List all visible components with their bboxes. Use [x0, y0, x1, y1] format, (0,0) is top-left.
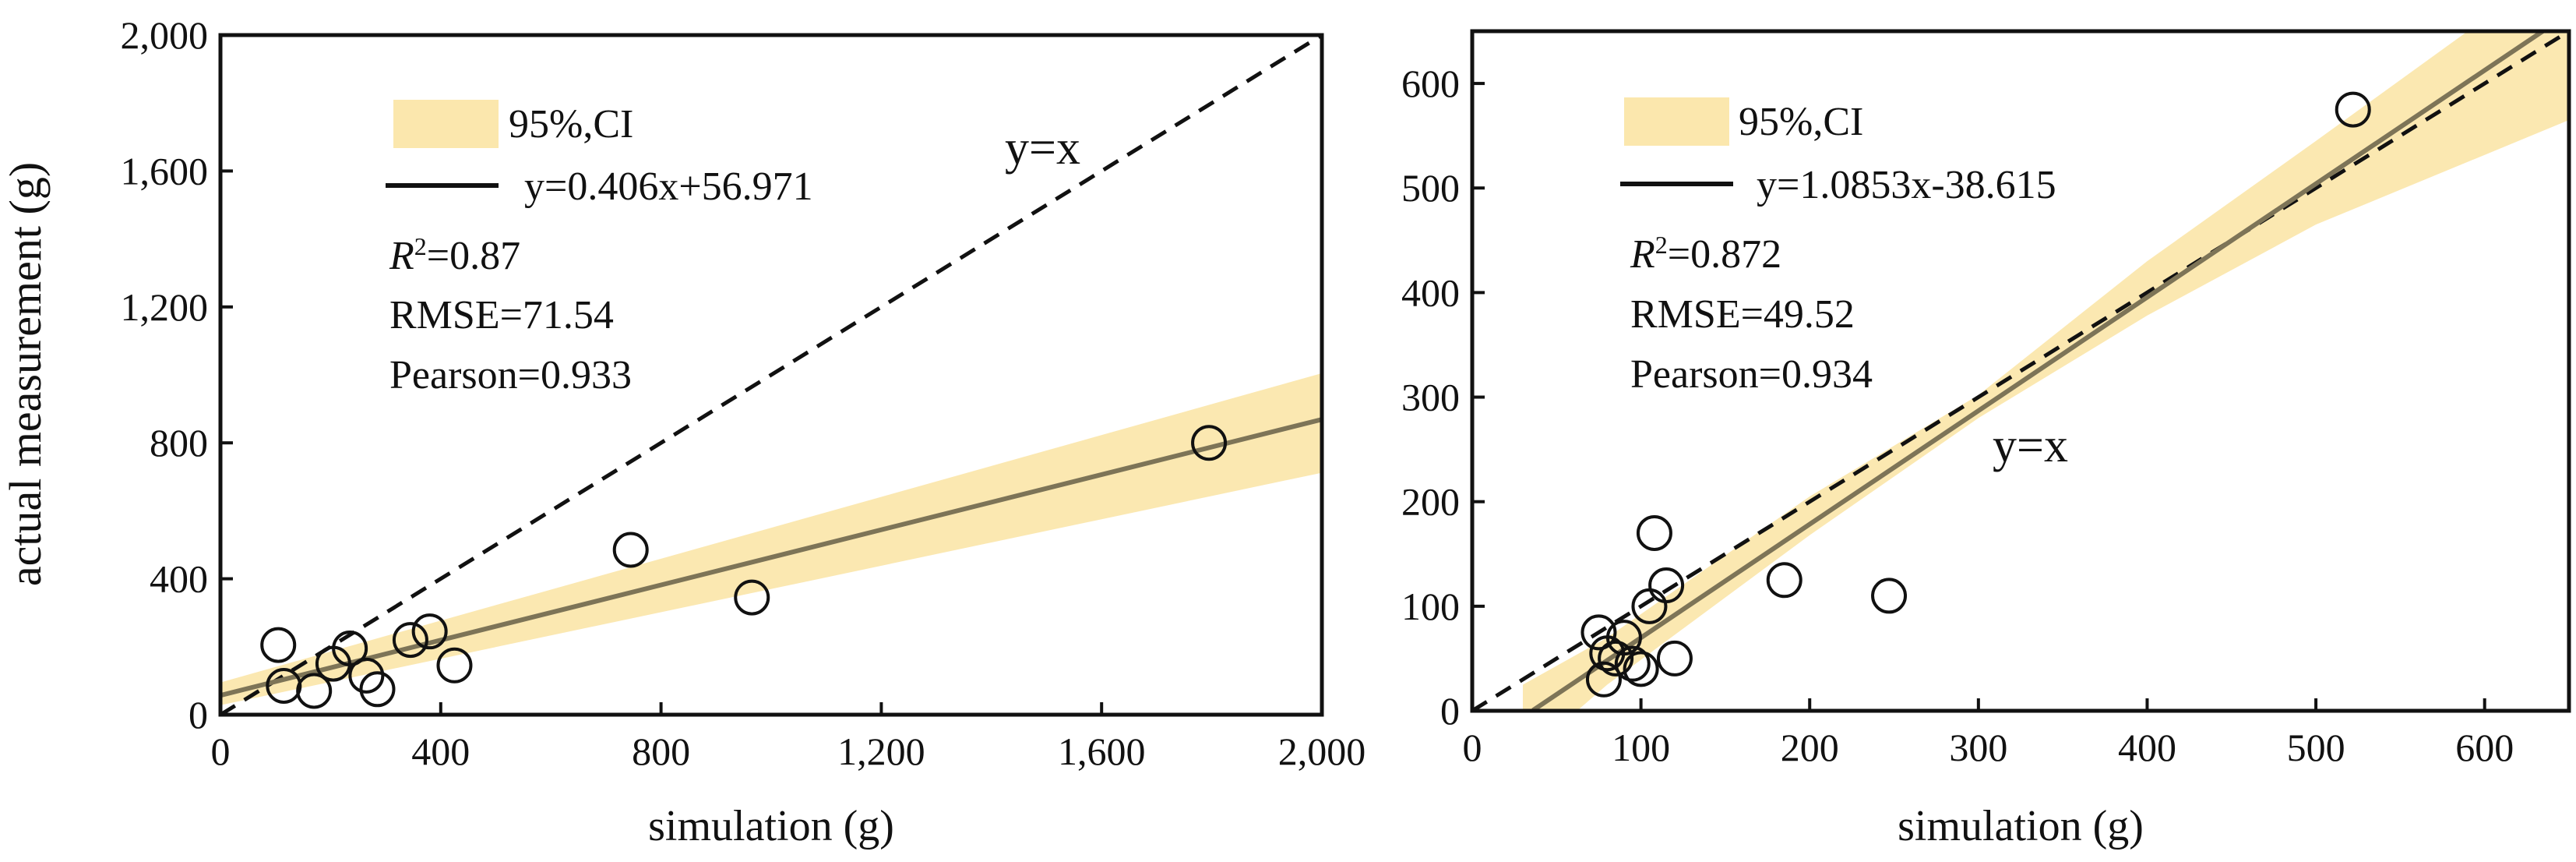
points-layer — [260, 425, 1228, 709]
legend-ci-label: 95%,CI — [1739, 100, 1863, 144]
data-point — [1598, 640, 1634, 677]
x-tick-label: 500 — [2287, 726, 2345, 769]
x-tick-label: 300 — [1949, 726, 2007, 769]
x-tick-label: 1,600 — [1058, 730, 1146, 773]
legend-rmse: RMSE=71.54 — [389, 293, 614, 337]
y-tick-label: 100 — [1401, 585, 1460, 628]
axes-layer: 0 100 200 300 400 500 600 0 100 200 300 400 500 600 si… — [1401, 29, 2571, 850]
fit-line — [1531, 31, 2547, 711]
legend-fit-label: y=0.406x+56.971 — [524, 164, 813, 209]
data-point — [734, 579, 770, 616]
legend-r2-value: =0.87 — [427, 234, 520, 278]
y-tick-label: 400 — [150, 557, 208, 601]
fit-line — [220, 417, 1322, 698]
x-tick-label: 1,200 — [837, 730, 925, 773]
data-point — [436, 647, 473, 684]
legend-ci-swatch — [1624, 97, 1729, 146]
ci-band-layer — [220, 373, 1322, 705]
y-axis-label: actual measurement (g) — [0, 162, 51, 586]
data-point — [1614, 645, 1651, 682]
data-point — [1648, 567, 1685, 604]
data-point — [1191, 425, 1228, 461]
plot-frame — [1470, 29, 2571, 713]
x-tick-label: 400 — [2118, 726, 2176, 769]
x-tick-label: 2,000 — [1278, 730, 1366, 773]
identity-line-label: y=x — [1005, 122, 1080, 175]
data-point — [332, 630, 368, 666]
legend-pearson: Pearson=0.934 — [1630, 352, 1873, 397]
data-point — [260, 627, 297, 663]
data-point — [296, 673, 333, 709]
x-tick-label: 200 — [1781, 726, 1839, 769]
y-tick-label: 2,000 — [121, 13, 209, 57]
data-point — [411, 613, 448, 650]
y-tick-label: 1,600 — [121, 149, 209, 193]
data-point — [1585, 661, 1622, 698]
legend-ci-swatch — [393, 100, 499, 148]
legend: 95%,CI y=0.406x+56.971 R2=0.87 RMSE=71.5… — [386, 100, 1080, 397]
points-layer — [1580, 91, 2371, 698]
legend-rmse: RMSE=49.52 — [1630, 292, 1855, 337]
x-tick-label: 800 — [632, 730, 690, 773]
x-tick-label: 0 — [1463, 726, 1482, 769]
ci-band — [220, 373, 1322, 705]
y-tick-label: 200 — [1401, 480, 1460, 524]
y-tick-label: 500 — [1401, 166, 1460, 210]
data-point — [359, 671, 396, 708]
data-point — [392, 622, 428, 659]
x-axis-label: simulation (g) — [648, 802, 894, 850]
identity-line — [220, 35, 1322, 715]
axes-layer: 0 400 800 1,200 1,600 2,000 0 400 800 1,200 1,600 2… — [121, 13, 1366, 850]
x-tick-label: 400 — [411, 730, 470, 773]
identity-line-label: y=x — [1993, 419, 2068, 472]
data-point — [1605, 620, 1642, 656]
data-point — [1580, 614, 1617, 651]
y-tick-label: 0 — [189, 693, 208, 737]
y-tick-label: 600 — [1401, 62, 1460, 105]
identity-line — [1472, 31, 2569, 711]
legend-pearson: Pearson=0.933 — [389, 353, 632, 397]
data-point — [612, 532, 649, 568]
y-tick-label: 800 — [150, 421, 208, 465]
data-point — [2335, 91, 2371, 128]
data-point — [1623, 651, 1659, 687]
legend-r2: R2=0.87 — [389, 232, 520, 278]
data-point — [1766, 562, 1802, 599]
x-tick-label: 0 — [211, 730, 231, 773]
data-point — [1871, 578, 1908, 614]
y-tick-label: 1,200 — [121, 285, 209, 329]
y-tick-label: 0 — [1440, 689, 1460, 733]
y-tick-label: 400 — [1401, 270, 1460, 314]
legend-r2-value: =0.872 — [1668, 232, 1781, 277]
chart-right: 0 100 200 300 400 500 600 0 100 200 300 400 500 600 si… — [1401, 29, 2571, 850]
data-point — [266, 667, 302, 704]
lines-layer — [1472, 31, 2569, 711]
y-tick-label: 300 — [1401, 376, 1460, 419]
legend-ci-label: 95%,CI — [509, 102, 633, 147]
x-tick-label: 600 — [2455, 726, 2514, 769]
chart-left: 0 400 800 1,200 1,600 2,000 0 400 800 1,200 1,600 2… — [121, 13, 1366, 850]
data-point — [1636, 514, 1672, 551]
x-axis-label: simulation (g) — [1898, 802, 2144, 850]
legend-fit-label: y=1.0853x-38.615 — [1757, 163, 2056, 207]
data-point — [1656, 640, 1693, 677]
lines-layer — [220, 35, 1322, 715]
legend: 95%,CI y=1.0853x-38.615 R2=0.872 RMSE=49… — [1620, 97, 2068, 472]
data-point — [348, 657, 385, 694]
legend-r2: R2=0.872 — [1630, 231, 1781, 277]
plot-frame — [218, 33, 1324, 717]
x-tick-label: 100 — [1612, 726, 1670, 769]
